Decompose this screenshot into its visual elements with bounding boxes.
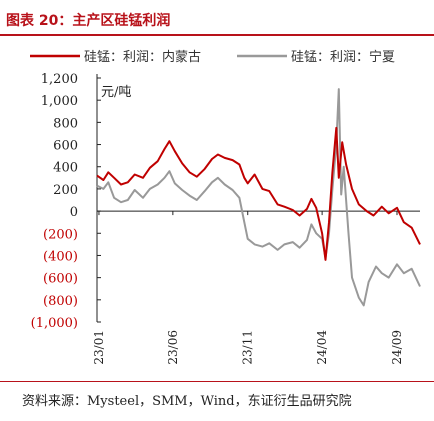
- source-note: 资料来源：Mysteel，SMM，Wind，东证衍生品研究院: [22, 394, 352, 409]
- y-tick-label: 600: [53, 139, 78, 154]
- y-tick-label: 1,000: [41, 94, 78, 109]
- y-tick-label: (200): [43, 227, 78, 242]
- y-tick-label: (400): [43, 249, 78, 264]
- y-tick-label: 200: [53, 183, 78, 198]
- y-tick-label: 0: [70, 205, 78, 220]
- legend-label-inner-mongolia: 硅锰：利润：内蒙古: [84, 49, 201, 65]
- y-tick-label: 400: [53, 161, 78, 176]
- x-tick-label: 23/01: [92, 330, 106, 365]
- y-axis-unit: 元/吨: [101, 85, 131, 100]
- y-tick-label: (1,000): [31, 316, 78, 331]
- x-tick-label: 24/09: [390, 330, 404, 365]
- x-tick-label: 24/04: [315, 330, 329, 365]
- y-axis: 1,200 1,000 800 600 400 200 0 (200) (400) (600) (8…: [31, 72, 101, 331]
- y-tick-label: (800): [43, 294, 78, 309]
- legend: 硅锰：利润：内蒙古 硅锰：利润：宁夏: [30, 49, 395, 65]
- x-tick-label: 23/06: [166, 330, 180, 365]
- source-rule: [0, 381, 434, 382]
- series-line-ningxia: [96, 88, 421, 307]
- chart-title: 图表 20：主产区硅锰利润: [6, 13, 171, 29]
- x-tick-label: 23/11: [241, 330, 255, 365]
- x-axis: 23/01 23/06 23/11 24/04 24/09: [92, 210, 420, 365]
- legend-label-ningxia: 硅锰：利润：宁夏: [291, 49, 395, 65]
- series-line-inner-mongolia: [96, 126, 421, 261]
- chart-canvas: 硅锰：利润：内蒙古 硅锰：利润：宁夏 元/吨 1,200 1,000 800 600 4…: [30, 49, 421, 365]
- y-tick-label: (600): [43, 272, 78, 287]
- series-layer: [96, 88, 421, 307]
- y-tick-label: 1,200: [41, 72, 78, 87]
- y-tick-label: 800: [53, 116, 78, 131]
- title-rule: [0, 34, 434, 36]
